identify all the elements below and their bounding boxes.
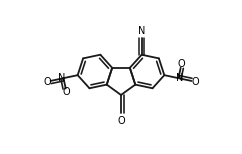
Text: N: N [176, 73, 183, 83]
Text: N: N [138, 26, 145, 36]
Text: N: N [59, 73, 66, 83]
Text: O: O [117, 116, 125, 126]
Text: O: O [63, 87, 70, 97]
Text: O: O [43, 77, 51, 87]
Text: O: O [178, 59, 185, 69]
Text: O: O [191, 77, 199, 87]
